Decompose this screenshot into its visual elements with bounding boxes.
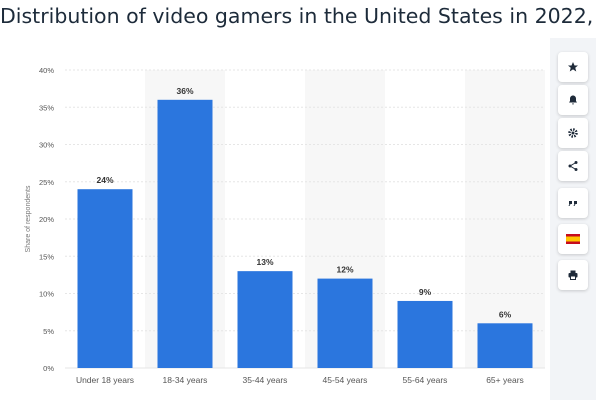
bar[interactable] [237, 271, 293, 368]
quote-icon [568, 201, 577, 206]
language-button[interactable] [558, 224, 588, 254]
y-tick-label: 10% [39, 290, 54, 299]
print-button[interactable] [558, 260, 588, 290]
bar-chart: 0% 5% 10% 15% 20% 25% 30% 35% 40% Share of respon… [25, 66, 545, 385]
y-tick-label: 30% [39, 141, 54, 150]
data-label: 36% [176, 86, 193, 96]
y-tick-label: 25% [39, 178, 54, 187]
settings-button[interactable] [558, 118, 588, 148]
data-label: 6% [499, 309, 512, 319]
y-tick-label: 20% [39, 215, 54, 224]
print-icon [568, 270, 578, 280]
y-tick-label: 0% [43, 364, 54, 373]
data-label: 12% [336, 265, 353, 275]
data-label: 9% [419, 287, 432, 297]
bar[interactable] [157, 99, 213, 369]
data-label: 13% [256, 257, 273, 267]
y-tick-label: 15% [39, 252, 54, 261]
data-label: 24% [96, 175, 113, 185]
bar[interactable] [317, 278, 373, 368]
y-tick-label: 5% [43, 327, 54, 336]
bar[interactable] [397, 300, 453, 368]
x-tick-label: 35-44 years [243, 375, 288, 385]
chart-title: Distribution of video gamers in the Unit… [0, 0, 596, 38]
side-toolbar [550, 38, 596, 400]
x-tick-label: Under 18 years [76, 375, 134, 385]
bar[interactable] [477, 323, 533, 368]
share-button[interactable] [558, 151, 588, 181]
y-tick-label: 40% [39, 66, 54, 75]
favorite-button[interactable] [558, 52, 588, 82]
y-axis-label: Share of respondents [25, 185, 32, 252]
bell-icon [569, 95, 577, 105]
chart-card: 0% 5% 10% 15% 20% 25% 30% 35% 40% Share of respon… [0, 38, 550, 400]
share-icon [568, 161, 578, 171]
gear-icon [568, 128, 578, 138]
y-tick-label: 35% [39, 103, 54, 112]
cite-button[interactable] [558, 188, 588, 218]
notification-button[interactable] [558, 85, 588, 115]
x-tick-label: 65+ years [486, 375, 524, 385]
bar[interactable] [77, 189, 133, 368]
star-icon [568, 62, 578, 72]
flag-icon [566, 234, 580, 244]
x-tick-label: 45-54 years [323, 375, 368, 385]
x-tick-label: 55-64 years [403, 375, 448, 385]
x-tick-label: 18-34 years [163, 375, 208, 385]
